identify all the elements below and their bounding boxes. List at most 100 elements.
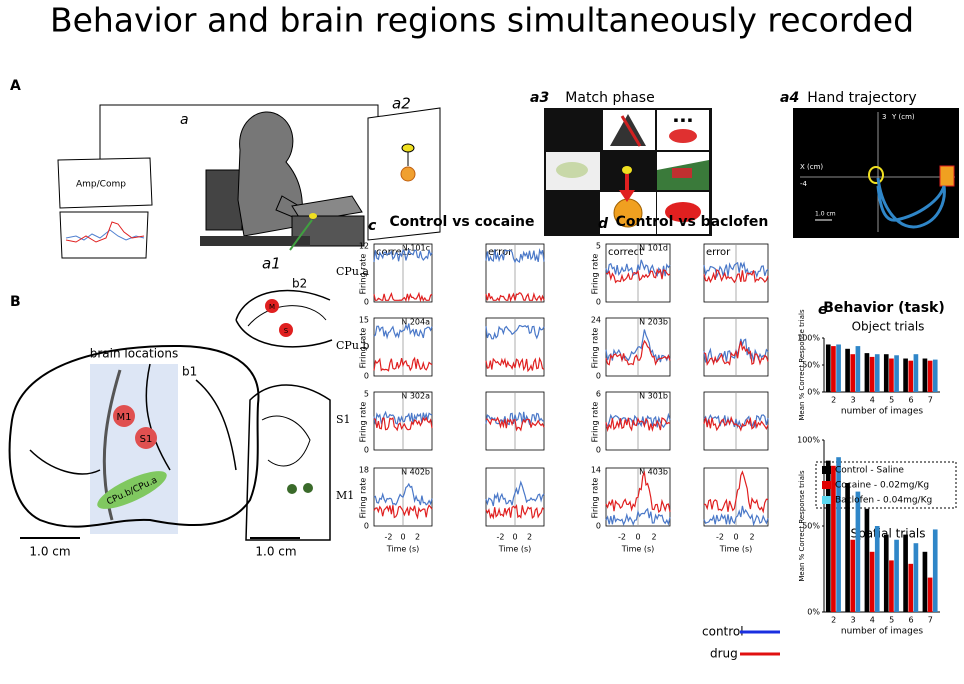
legend-label: Baclofen - 0.04mg/Kg bbox=[835, 496, 932, 506]
bar bbox=[922, 551, 928, 612]
trace bbox=[703, 261, 769, 279]
bar bbox=[831, 346, 836, 392]
x-tick-label: 6 bbox=[908, 616, 913, 625]
x-tick-label: 0 bbox=[635, 533, 640, 542]
a4-scale: 1.0 cm bbox=[815, 211, 836, 218]
bar bbox=[864, 508, 870, 612]
svg-text:▪ ▪ ▪: ▪ ▪ ▪ bbox=[674, 116, 693, 124]
legend-label: Control - Saline bbox=[835, 466, 904, 476]
trace bbox=[703, 413, 769, 429]
y-tick-label: 0 bbox=[596, 298, 601, 307]
x-tick-label: 2 bbox=[527, 533, 532, 542]
trace bbox=[485, 503, 545, 520]
match-phase-image: ▪ ▪ ▪ bbox=[544, 108, 712, 236]
bar bbox=[825, 460, 831, 612]
scale-label: 1.0 cm bbox=[255, 545, 296, 559]
bar bbox=[845, 483, 850, 612]
x-tick-label: -2 bbox=[497, 533, 505, 542]
bar bbox=[927, 360, 933, 392]
y-axis-label: Firing rate bbox=[591, 402, 600, 443]
bar bbox=[825, 344, 831, 392]
panel-label: B bbox=[10, 294, 21, 310]
label-a3: a3 bbox=[530, 90, 549, 106]
y-axis-label: Firing rate bbox=[359, 328, 368, 369]
neuron-label: N 101d bbox=[639, 244, 668, 253]
y-axis-label: Firing rate bbox=[591, 478, 600, 519]
x-tick-label: 7 bbox=[928, 396, 933, 405]
panel-label: A bbox=[10, 78, 21, 94]
neuron-label: N 301b bbox=[639, 392, 668, 401]
label-a2: a2 bbox=[392, 95, 411, 113]
trace bbox=[605, 507, 671, 526]
panel-label: e bbox=[818, 302, 828, 318]
bar bbox=[883, 354, 889, 392]
bar bbox=[869, 356, 875, 392]
column-label: error bbox=[706, 247, 731, 258]
a4-title: Hand trajectory bbox=[807, 90, 916, 106]
x-tick-label: 0 bbox=[733, 533, 738, 542]
neuron-label: N 403b bbox=[639, 468, 668, 477]
bar bbox=[836, 457, 841, 612]
bar bbox=[855, 491, 861, 612]
trace bbox=[485, 356, 545, 373]
bar bbox=[922, 358, 928, 392]
y-tick-label: 18 bbox=[359, 466, 369, 475]
bar bbox=[903, 358, 908, 392]
bar bbox=[913, 543, 919, 612]
bar bbox=[869, 551, 875, 612]
bar bbox=[908, 563, 914, 612]
y-axis-label: Firing rate bbox=[591, 328, 600, 369]
y-tick-label: 0% bbox=[807, 608, 820, 617]
panel-title: Control vs baclofen bbox=[616, 214, 769, 230]
region-label: CPu.b bbox=[336, 339, 369, 352]
x-axis-label: number of images bbox=[841, 627, 924, 637]
bar bbox=[894, 355, 899, 392]
y-tick-label: 15 bbox=[359, 316, 369, 325]
trace bbox=[373, 356, 433, 372]
trace bbox=[605, 329, 671, 363]
x-tick-label: 5 bbox=[889, 396, 894, 405]
x-tick-label: 6 bbox=[908, 396, 913, 405]
label-a: a bbox=[180, 112, 189, 128]
x-tick-label: 5 bbox=[889, 616, 894, 625]
panel-label: d bbox=[598, 216, 609, 232]
a4-y-axis: Y (cm) bbox=[891, 113, 915, 121]
x-tick-label: 2 bbox=[749, 533, 754, 542]
x-tick-label: 2 bbox=[831, 396, 836, 405]
bar bbox=[894, 539, 899, 612]
label-b1: b1 bbox=[182, 365, 197, 379]
trace bbox=[605, 268, 671, 284]
x-tick-label: 2 bbox=[415, 533, 420, 542]
x-tick-label: -2 bbox=[618, 533, 626, 542]
s1-label: S1 bbox=[140, 434, 153, 445]
x-tick-label: 3 bbox=[850, 616, 855, 625]
bar bbox=[883, 534, 889, 612]
bar bbox=[850, 354, 856, 392]
y-axis-label: Mean % Correct Response trials bbox=[798, 309, 806, 421]
trace bbox=[605, 339, 671, 366]
trace bbox=[605, 416, 671, 433]
y-tick-label: 12 bbox=[359, 242, 369, 251]
column-label: correct bbox=[608, 247, 643, 258]
bar bbox=[932, 529, 938, 612]
y-tick-label: 0 bbox=[364, 298, 369, 307]
x-axis-label: Time (s) bbox=[719, 545, 753, 554]
bar bbox=[831, 465, 836, 612]
bar bbox=[874, 354, 880, 392]
brain-illustration bbox=[8, 289, 333, 541]
x-tick-label: 2 bbox=[831, 616, 836, 625]
x-tick-label: 4 bbox=[870, 396, 875, 405]
trace bbox=[373, 248, 433, 263]
y-tick-label: 100% bbox=[797, 334, 820, 343]
region-label: S1 bbox=[336, 413, 351, 426]
neuron-label: N 203b bbox=[639, 318, 668, 327]
legend-swatch bbox=[822, 466, 831, 474]
trace bbox=[373, 291, 433, 303]
y-tick-label: 0 bbox=[364, 372, 369, 381]
region-label: M1 bbox=[336, 489, 354, 502]
panel-title: Behavior (task) bbox=[823, 300, 944, 316]
column-label: correct bbox=[376, 247, 411, 258]
column-label: error bbox=[488, 247, 513, 258]
x-tick-label: 7 bbox=[928, 616, 933, 625]
y-axis-label: Firing rate bbox=[359, 254, 368, 295]
